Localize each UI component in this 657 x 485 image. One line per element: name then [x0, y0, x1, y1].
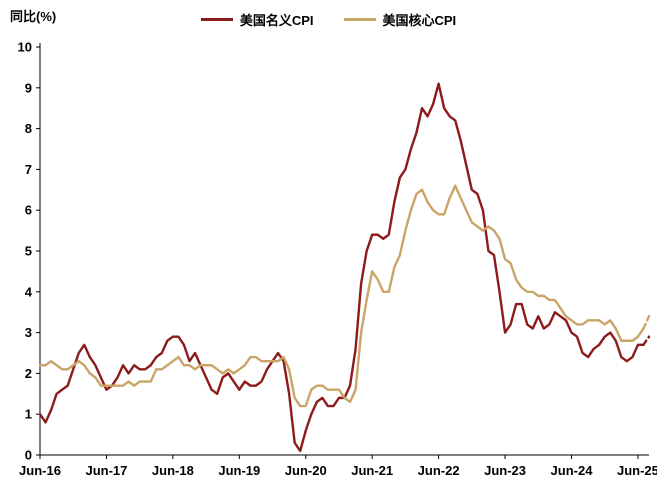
- chart-legend: 美国名义CPI 美国核心CPI: [0, 10, 657, 29]
- x-tick-label: Jun-22: [418, 463, 460, 478]
- y-tick-label: 10: [18, 40, 32, 55]
- y-tick-label: 0: [25, 448, 32, 463]
- series-line-0-forecast-dashed: [642, 335, 651, 347]
- x-tick-label: Jun-18: [152, 463, 194, 478]
- y-tick-label: 2: [25, 366, 32, 381]
- x-tick-label: Jun-20: [285, 463, 327, 478]
- y-tick-label: 6: [25, 203, 32, 218]
- x-tick-label: Jun-19: [218, 463, 260, 478]
- x-tick-label: Jun-17: [85, 463, 127, 478]
- x-tick-label: Jun-25: [617, 463, 657, 478]
- series-line-1-forecast-dashed: [642, 315, 651, 330]
- y-tick-label: 1: [25, 407, 32, 422]
- x-tick-label: Jun-23: [484, 463, 526, 478]
- y-tick-label: 9: [25, 80, 32, 95]
- y-tick-label: 7: [25, 162, 32, 177]
- core-cpi-line-swatch: [343, 18, 376, 21]
- series-line-1: [38, 184, 645, 408]
- x-tick-label: Jun-16: [19, 463, 61, 478]
- core-cpi-legend-label: 美国核心CPI: [382, 13, 457, 28]
- nominal-cpi-line-swatch: [200, 18, 233, 21]
- series-line-0: [38, 82, 645, 453]
- legend-item-core-cpi: 美国核心CPI: [343, 10, 457, 29]
- y-axis-title: 同比(%): [10, 9, 57, 24]
- y-tick-label: 8: [25, 121, 32, 136]
- y-tick-label: 4: [25, 284, 33, 299]
- nominal-cpi-legend-label: 美国名义CPI: [239, 13, 314, 28]
- legend-item-nominal-cpi: 美国名义CPI: [200, 10, 314, 29]
- x-tick-label: Jun-24: [551, 463, 594, 478]
- x-tick-label: Jun-21: [351, 463, 393, 478]
- y-tick-label: 3: [25, 325, 32, 340]
- y-tick-label: 5: [25, 244, 32, 259]
